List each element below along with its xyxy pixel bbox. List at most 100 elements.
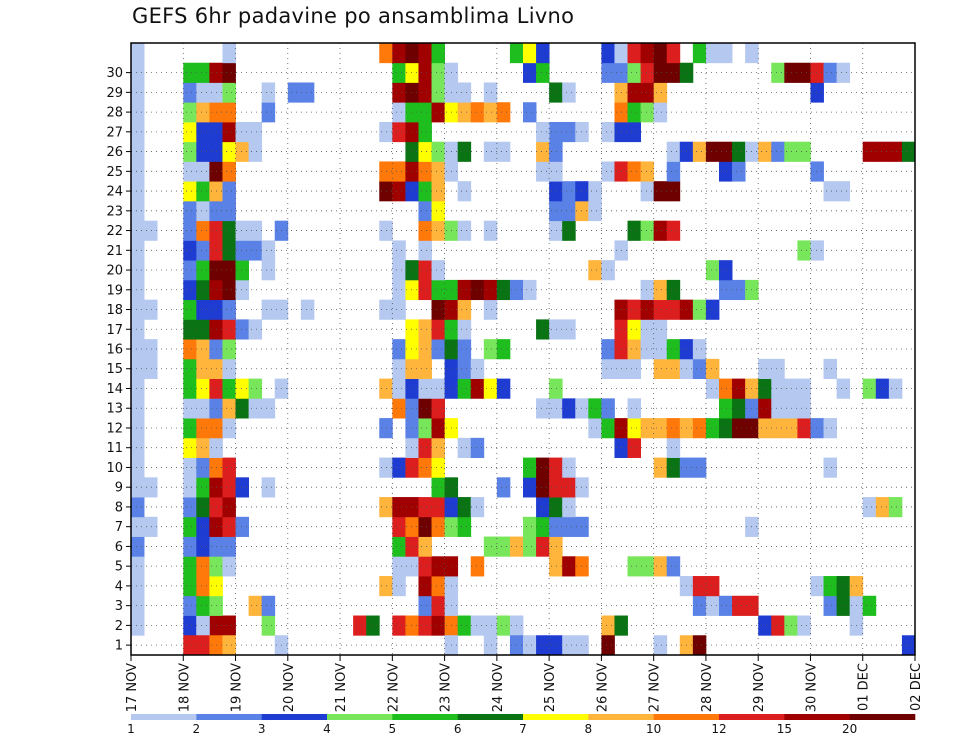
heatmap-cell	[627, 339, 641, 360]
heatmap-cell	[470, 437, 485, 458]
x-tick-label: 01 DEC	[857, 663, 872, 711]
heatmap-cell	[614, 43, 628, 64]
heatmap-cell	[418, 161, 432, 182]
heatmap-cell	[418, 398, 432, 419]
heatmap-cell	[457, 141, 472, 162]
heatmap-cell	[888, 497, 903, 518]
heatmap-cell	[196, 279, 210, 301]
heatmap-cell	[719, 161, 733, 182]
heatmap-cell	[562, 477, 576, 498]
colorbar-label: 15	[777, 722, 792, 736]
heatmap-cell	[196, 260, 210, 281]
heatmap-cell	[705, 378, 720, 399]
heatmap-cell	[758, 141, 772, 162]
heatmap-cell	[862, 595, 877, 616]
heatmap-cell	[536, 536, 550, 557]
heatmap-cell	[131, 457, 145, 478]
heatmap-cell	[131, 220, 145, 241]
heatmap-cell	[888, 141, 903, 162]
heatmap-cell	[431, 220, 445, 241]
heatmap-cell	[692, 576, 707, 597]
heatmap-cell	[235, 220, 249, 241]
heatmap-cell	[196, 497, 210, 518]
heatmap-cell	[392, 536, 406, 557]
heatmap-cell	[653, 635, 668, 656]
heatmap-cell	[562, 556, 576, 577]
heatmap-cell	[562, 181, 576, 202]
colorbar-label: 1	[127, 722, 135, 736]
heatmap-cell	[196, 437, 210, 458]
y-tick-label: 26	[106, 145, 123, 160]
heatmap-cell	[418, 82, 432, 103]
heatmap-cell	[627, 299, 641, 320]
heatmap-cell	[745, 43, 759, 64]
heatmap-cell	[758, 378, 772, 399]
heatmap-cell	[131, 240, 145, 261]
heatmap-cell	[496, 536, 511, 557]
x-tick-label: 23 NOV	[439, 663, 454, 712]
heatmap-cell	[640, 102, 655, 123]
heatmap-cell	[562, 319, 576, 340]
heatmap-cell	[719, 260, 733, 281]
heatmap-cell	[131, 319, 145, 340]
heatmap-cell	[222, 161, 236, 182]
heatmap-cell	[496, 378, 511, 399]
heatmap-cell	[183, 82, 197, 103]
heatmap-cell	[640, 43, 655, 64]
heatmap-cell	[222, 378, 236, 399]
heatmap-cell	[627, 319, 641, 340]
heatmap-cell	[222, 82, 236, 103]
heatmap-cell	[758, 418, 772, 439]
x-tick-label: 21 NOV	[334, 663, 349, 712]
heatmap-cell	[392, 398, 406, 419]
heatmap-cell	[705, 299, 720, 320]
heatmap-cell	[483, 141, 498, 162]
heatmap-cell	[418, 102, 432, 123]
heatmap-cell	[732, 161, 746, 182]
heatmap-cell	[183, 260, 197, 281]
x-tick-label: 29 NOV	[752, 663, 767, 712]
heatmap-cell	[183, 556, 197, 577]
heatmap-cell	[601, 121, 615, 143]
heatmap-cell	[431, 82, 445, 103]
heatmap-cell	[758, 398, 772, 419]
heatmap-cell	[797, 141, 811, 162]
heatmap-cell	[431, 457, 445, 478]
y-tick-label: 23	[106, 204, 123, 219]
heatmap-cell	[405, 556, 419, 577]
heatmap-cell	[823, 418, 837, 439]
heatmap-cell	[405, 497, 419, 518]
heatmap-cell	[705, 260, 720, 281]
colorbar-swatch	[588, 714, 654, 720]
heatmap-cell	[392, 43, 406, 64]
heatmap-cell	[405, 121, 419, 143]
y-tick-label: 2	[115, 619, 123, 634]
heatmap-cell	[392, 82, 406, 103]
heatmap-cell	[836, 378, 851, 399]
heatmap-cell	[523, 635, 537, 656]
heatmap-cell	[183, 319, 197, 340]
heatmap-cell	[183, 418, 197, 439]
heatmap-cell	[183, 299, 197, 320]
heatmap-cell	[353, 615, 367, 636]
heatmap-cell	[549, 635, 563, 656]
heatmap-cell	[405, 62, 419, 83]
heatmap-cell	[562, 398, 576, 419]
heatmap-cell	[666, 418, 681, 439]
heatmap-cell	[405, 102, 419, 123]
y-tick-label: 21	[106, 244, 123, 259]
heatmap-cell	[536, 62, 550, 83]
heatmap-cell	[601, 43, 615, 64]
heatmap-cell	[431, 595, 445, 616]
heatmap-cell	[575, 516, 589, 537]
heatmap-cell	[523, 457, 537, 478]
colorbar-swatch	[457, 714, 524, 720]
heatmap-cell	[549, 141, 563, 162]
heatmap-cell	[549, 82, 563, 103]
heatmap-cell	[183, 635, 197, 656]
heatmap-cell	[562, 497, 576, 518]
colorbar-label: 8	[585, 722, 593, 736]
heatmap-cell	[405, 358, 419, 380]
heatmap-cell	[418, 339, 432, 360]
heatmap-cell	[392, 615, 406, 636]
